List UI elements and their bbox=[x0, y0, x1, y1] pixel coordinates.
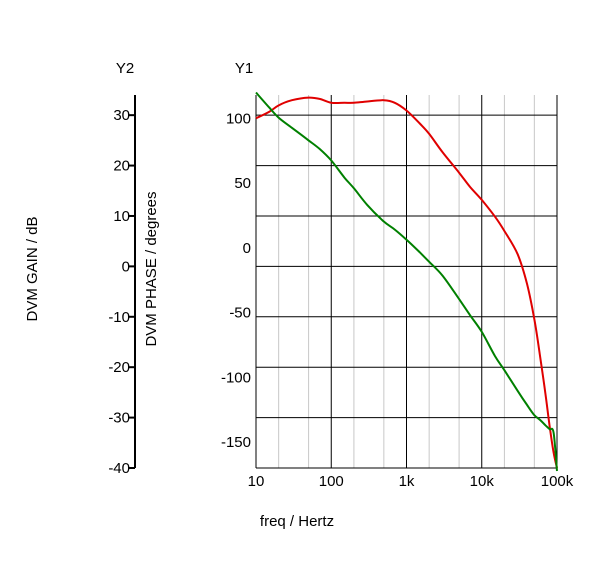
phase-series-line bbox=[255, 96, 558, 469]
x-axis-title: freq / Hertz bbox=[260, 513, 334, 530]
y1-tick-label: 0 bbox=[243, 240, 251, 257]
y2-tick-label: -10 bbox=[108, 309, 130, 326]
y1-tick-label: -150 bbox=[221, 434, 251, 451]
y1-tick-labels: 100 50 0 -50 -100 -150 bbox=[221, 110, 251, 451]
y2-tick-label: -20 bbox=[108, 359, 130, 376]
y1-tick-label: 50 bbox=[234, 175, 251, 192]
y2-tick-labels: 30 20 10 0 -10 -20 -30 -40 bbox=[108, 107, 135, 477]
series bbox=[255, 91, 558, 472]
y1-tick-label: -50 bbox=[229, 305, 251, 322]
y1-axis-title: DVM PHASE / degrees bbox=[143, 191, 160, 346]
y2-tick-label: -40 bbox=[108, 460, 130, 477]
x-tick-label: 100 bbox=[319, 473, 344, 490]
x-tick-label: 10 bbox=[248, 473, 265, 490]
x-tick-label: 1k bbox=[399, 473, 415, 490]
x-tick-label: 10k bbox=[470, 473, 495, 490]
y2-axis-header: Y2 bbox=[116, 60, 134, 77]
y2-axis-title: DVM GAIN / dB bbox=[24, 216, 41, 321]
y1-tick-label: -100 bbox=[221, 369, 251, 386]
y2-tick-label: -30 bbox=[108, 410, 130, 427]
x-tick-label: 100k bbox=[541, 473, 574, 490]
grid bbox=[255, 95, 558, 469]
y2-tick-label: 10 bbox=[113, 208, 130, 225]
x-tick-labels: 10 100 1k 10k 100k bbox=[248, 473, 574, 490]
y2-tick-label: 30 bbox=[113, 107, 130, 124]
y1-axis-header: Y1 bbox=[235, 60, 253, 77]
gain-series-line bbox=[255, 91, 558, 472]
y2-tick-label: 20 bbox=[113, 158, 130, 175]
y2-tick-label: 0 bbox=[122, 258, 130, 275]
y1-tick-label: 100 bbox=[226, 110, 251, 127]
